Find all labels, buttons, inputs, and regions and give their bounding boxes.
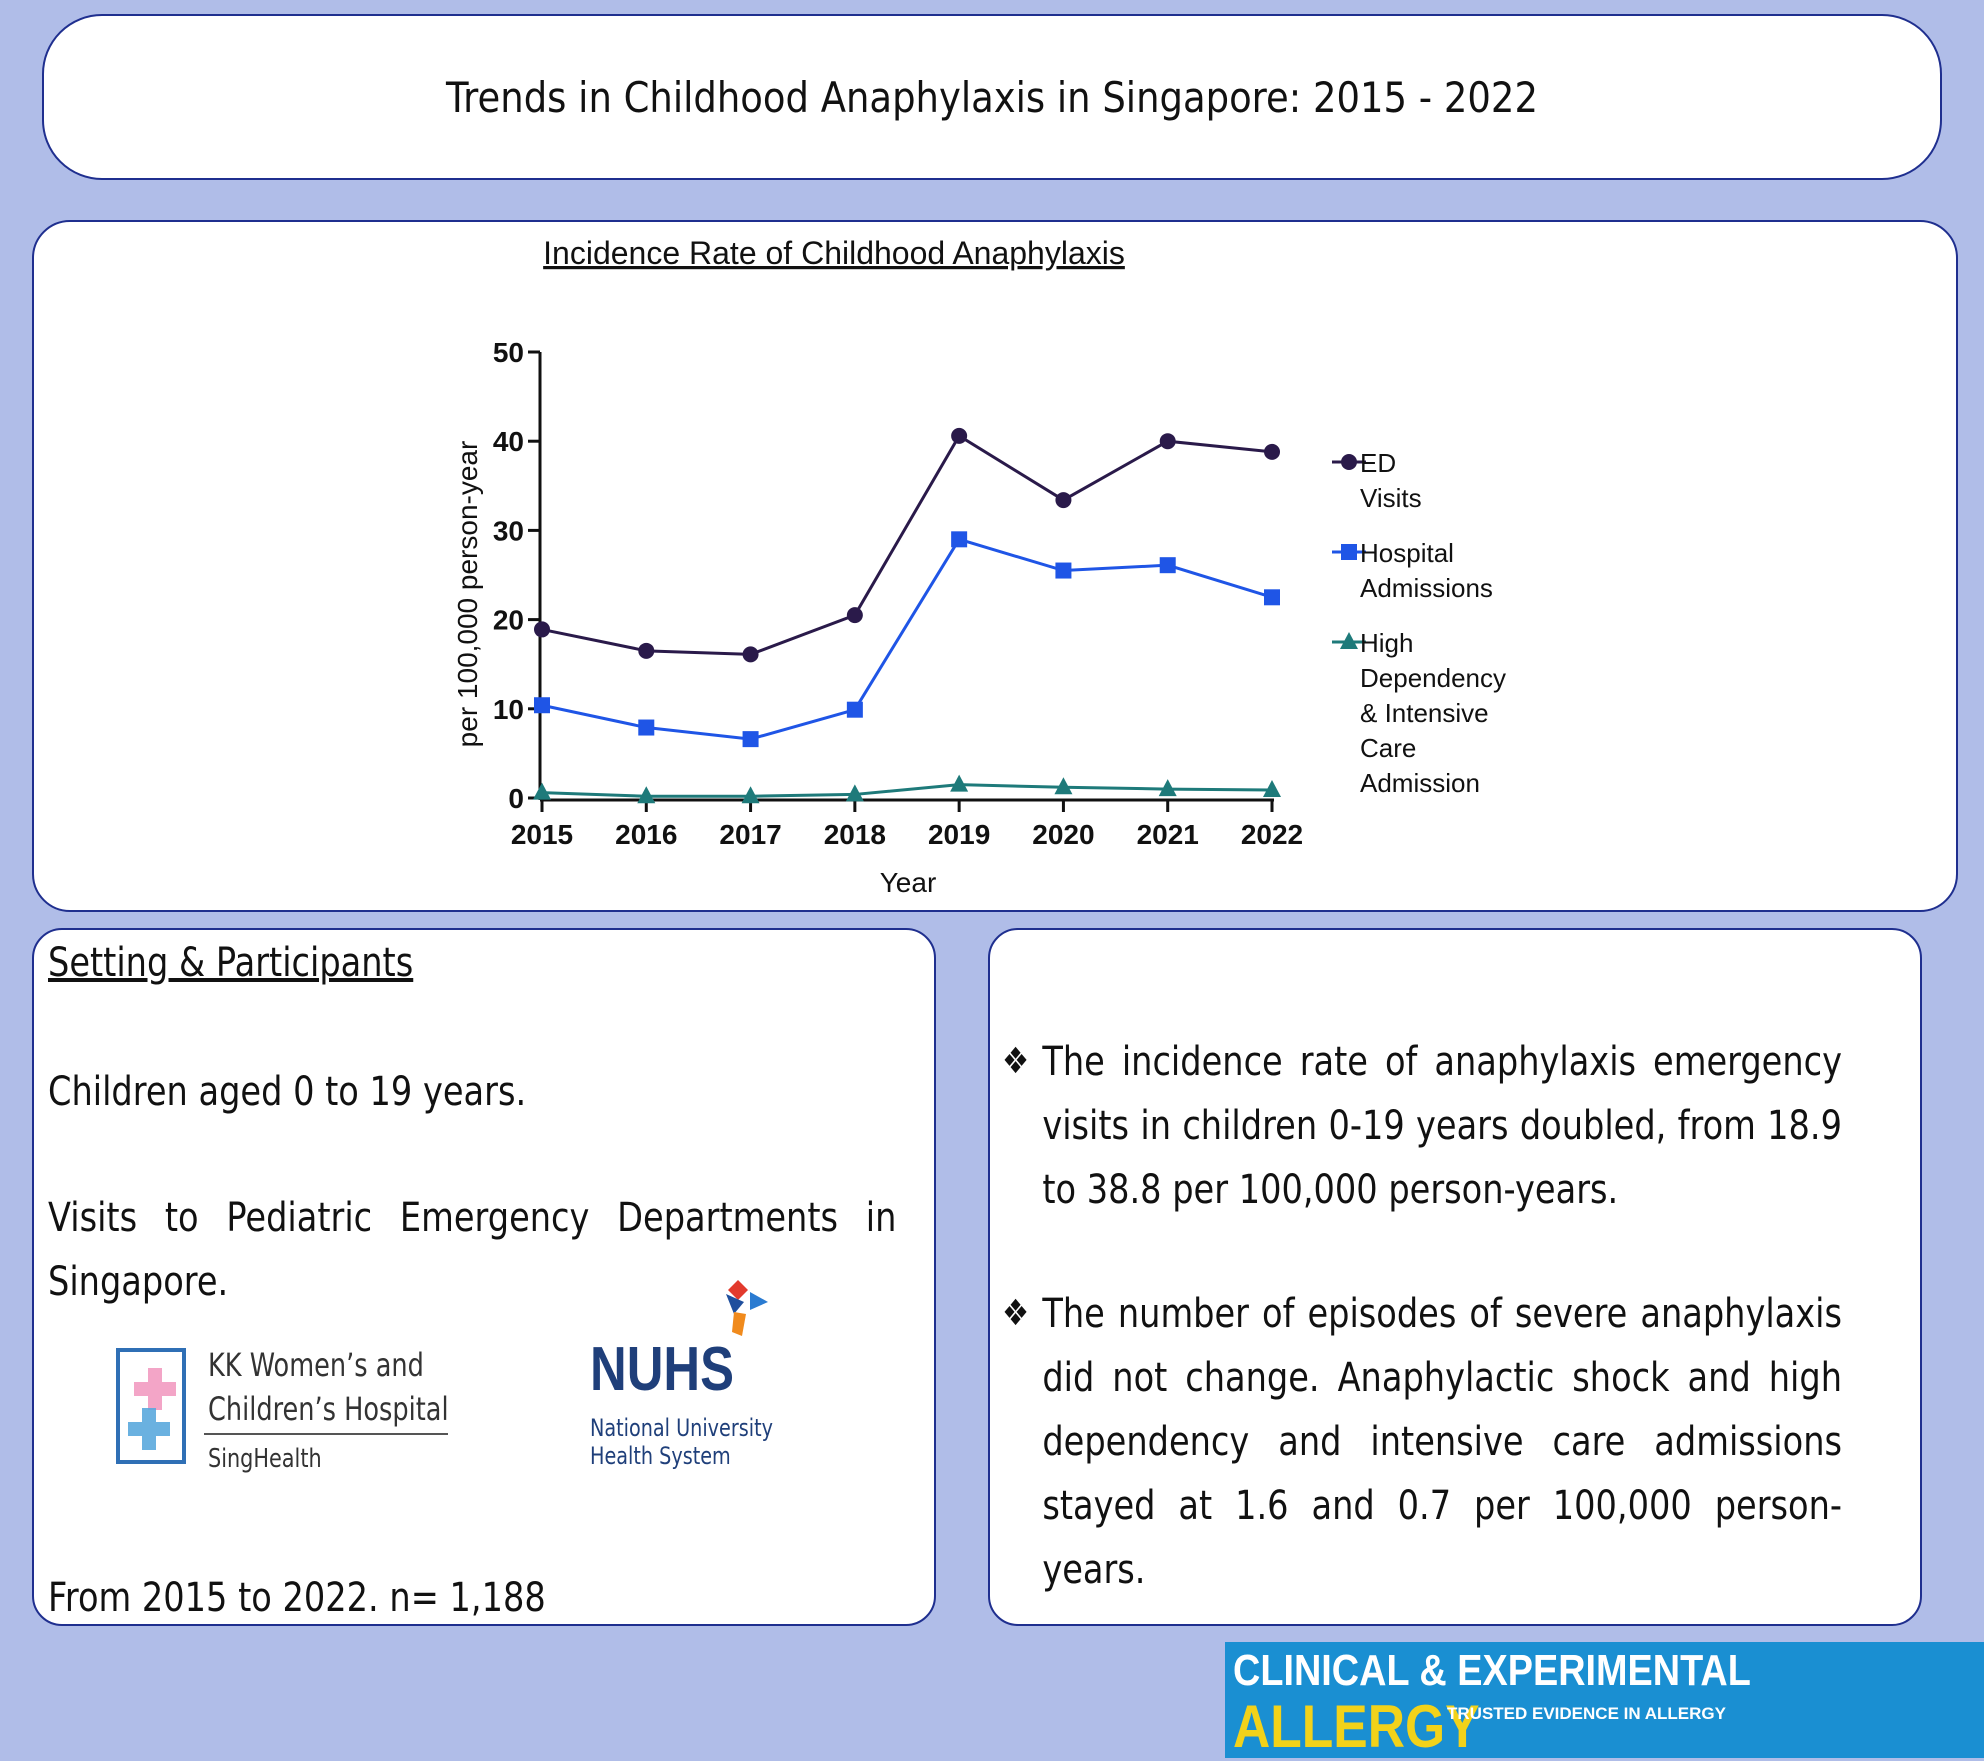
- legend-label: Admission: [1360, 768, 1480, 798]
- journal-logo: CLINICAL & EXPERIMENTAL ALLERGY TRUSTED …: [1225, 1642, 1984, 1760]
- legend-marker: [1341, 544, 1357, 560]
- setting-heading: Setting & Participants: [48, 940, 414, 986]
- finding-text: The number of episodes of severe anaphyl…: [1042, 1291, 1842, 1593]
- legend-label: High: [1360, 628, 1413, 658]
- setting-age-text: Children aged 0 to 19 years.: [48, 1069, 527, 1115]
- title-panel: Trends in Childhood Anaphylaxis in Singa…: [42, 14, 1942, 180]
- finding-item: ❖ The incidence rate of anaphylaxis emer…: [1002, 1030, 1842, 1222]
- x-tick-label: 2019: [928, 819, 990, 850]
- chart-panel: Incidence Rate of Childhood Anaphylaxis …: [32, 220, 1958, 912]
- setting-period-text: From 2015 to 2022. n= 1,188: [48, 1575, 546, 1621]
- legend-label: Care: [1360, 733, 1416, 763]
- legend-label: & Intensive: [1360, 698, 1489, 728]
- data-point: [741, 786, 760, 804]
- nuhs-logo-name: NUHS: [590, 1335, 735, 1404]
- series-line: [541, 783, 1273, 798]
- data-point: [845, 784, 864, 802]
- y-axis-label: per 100,000 person-year: [452, 441, 483, 748]
- finding-text: The incidence rate of anaphylaxis emerge…: [1042, 1039, 1842, 1213]
- y-tick-label: 20: [493, 605, 524, 636]
- nuhs-logo-line2: Health System: [590, 1442, 731, 1470]
- data-point: [1264, 443, 1280, 460]
- data-point: [742, 731, 759, 748]
- kk-cross-icon: [116, 1348, 448, 1464]
- data-point: [638, 719, 655, 736]
- x-tick-label: 2022: [1241, 819, 1303, 850]
- y-tick-label: 10: [493, 694, 524, 725]
- legend-label: Admissions: [1360, 573, 1493, 603]
- data-point: [1054, 777, 1073, 795]
- journal-name-line1: CLINICAL & EXPERIMENTAL: [1233, 1646, 1751, 1695]
- legend-item: High Dependency & Intensive Care Admission: [1332, 628, 1506, 798]
- nuhs-logo: NUHS National University Health System: [586, 1272, 806, 1492]
- data-point: [1159, 433, 1176, 450]
- series-1: [534, 427, 1280, 663]
- x-tick-label: 2015: [511, 819, 573, 850]
- data-point: [742, 646, 759, 663]
- legend-marker: [1341, 454, 1357, 470]
- data-point: [846, 701, 863, 718]
- data-point: [951, 531, 968, 548]
- data-point: [1055, 562, 1072, 579]
- series-3: [533, 774, 1281, 804]
- series-line: [541, 433, 1273, 656]
- y-tick-label: 40: [493, 426, 524, 457]
- kk-logo-line2: Children’s Hospital: [208, 1390, 449, 1428]
- setting-panel: Setting & Participants Children aged 0 t…: [32, 928, 936, 1626]
- x-tick-label: 2021: [1137, 819, 1199, 850]
- data-point: [1055, 492, 1072, 509]
- data-point: [533, 782, 551, 800]
- nuhs-star-icon: [726, 1280, 768, 1336]
- legend-label: ED: [1360, 448, 1396, 478]
- x-tick-label: 2018: [824, 819, 886, 850]
- data-point: [534, 697, 550, 714]
- y-tick-label: 30: [493, 515, 524, 546]
- line-chart: Incidence Rate of Childhood Anaphylaxis …: [452, 235, 1506, 898]
- legend-item: ED Visits: [1332, 448, 1422, 513]
- journal-tagline: TRUSTED EVIDENCE IN ALLERGY: [1447, 1704, 1726, 1723]
- findings-panel: ❖ The incidence rate of anaphylaxis emer…: [988, 928, 1922, 1626]
- data-point: [951, 427, 968, 444]
- kk-logo-line3: SingHealth: [208, 1444, 322, 1474]
- kk-hospital-logo: KK Women’s and Children’s Hospital SingH…: [112, 1338, 452, 1498]
- x-axis-label: Year: [880, 867, 937, 898]
- x-tick-label: 2020: [1032, 819, 1094, 850]
- x-tick-label: 2017: [719, 819, 781, 850]
- series-2: [534, 531, 1280, 748]
- kk-logo-line1: KK Women’s and: [208, 1346, 424, 1384]
- y-tick-label: 50: [493, 337, 524, 368]
- journal-name-line2: ALLERGY: [1233, 1693, 1480, 1760]
- legend-label: Visits: [1360, 483, 1422, 513]
- diamond-bullet-icon: ❖: [1002, 1041, 1030, 1082]
- setting-visits-text: Visits to Pediatric Emergency Department…: [48, 1195, 897, 1305]
- data-point: [1158, 779, 1177, 797]
- x-tick-label: 2016: [615, 819, 677, 850]
- chart-title: Incidence Rate of Childhood Anaphylaxis: [543, 235, 1125, 271]
- data-point: [1263, 779, 1281, 797]
- data-point: [846, 607, 863, 624]
- diamond-bullet-icon: ❖: [1002, 1293, 1030, 1334]
- data-point: [950, 774, 969, 792]
- y-tick-label: 0: [508, 783, 524, 814]
- finding-item: ❖ The number of episodes of severe anaph…: [1002, 1282, 1842, 1602]
- nuhs-logo-line1: National University: [590, 1414, 773, 1442]
- series-line: [541, 537, 1273, 741]
- data-point: [638, 642, 655, 659]
- data-point: [534, 621, 550, 638]
- data-point: [637, 786, 656, 804]
- legend-item: Hospital Admissions: [1332, 538, 1493, 603]
- data-point: [1159, 557, 1176, 574]
- legend-label: Hospital: [1360, 538, 1454, 568]
- legend-marker: [1340, 632, 1358, 649]
- page-title: Trends in Childhood Anaphylaxis in Singa…: [446, 72, 1538, 122]
- legend-label: Dependency: [1360, 663, 1506, 693]
- data-point: [1264, 589, 1280, 606]
